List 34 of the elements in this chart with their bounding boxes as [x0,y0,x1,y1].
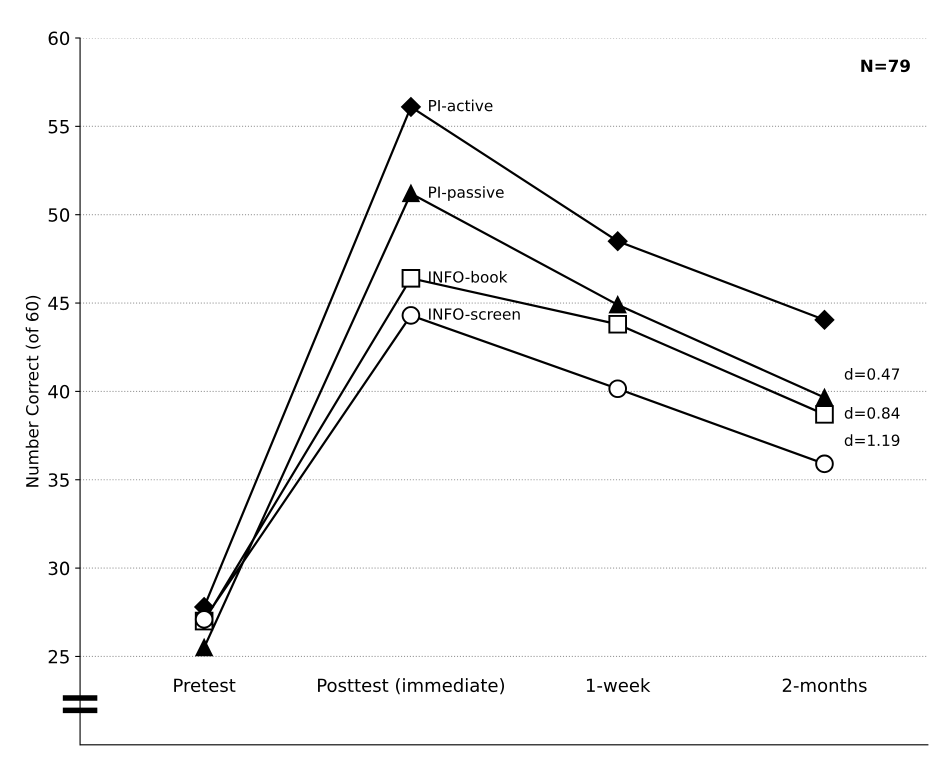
x-tick-label: 1-week [586,678,650,692]
y-axis-title: Number Correct (of 60) [26,296,41,487]
point [608,314,628,334]
y-tick-label: 50 [48,208,70,222]
annotation: d=0.47 [844,368,900,380]
y-tick-label: 40 [48,384,70,399]
y-tick-label: 30 [48,562,70,576]
point [402,269,420,288]
series-label: PI-active [429,100,492,112]
point [401,97,421,117]
annotation: N=79 [861,60,910,72]
point [816,388,834,406]
x-tick-label: 2-months [782,678,867,692]
point [402,306,420,325]
series-label: INFO-screen [429,308,520,320]
annotation: d=0.84 [844,406,900,419]
x-tick-label: Posttest (immediate) [318,678,504,694]
y-tick-label: 60 [48,31,70,46]
annotation: d=1.19 [844,434,900,446]
point [609,296,626,314]
y-tick-label: 25 [48,650,69,664]
series-label: PI-passive [429,186,504,201]
point [402,184,420,202]
point [196,639,213,656]
y-tick-label: 55 [48,120,69,134]
point [608,379,628,398]
series-label: INFO-book [429,270,508,283]
point [815,454,834,474]
point [608,231,628,252]
point [815,405,834,424]
point [814,310,834,330]
y-tick-label: 45 [48,296,69,310]
y-tick-label: 35 [48,473,69,487]
x-tick-label: Pretest [174,678,236,692]
